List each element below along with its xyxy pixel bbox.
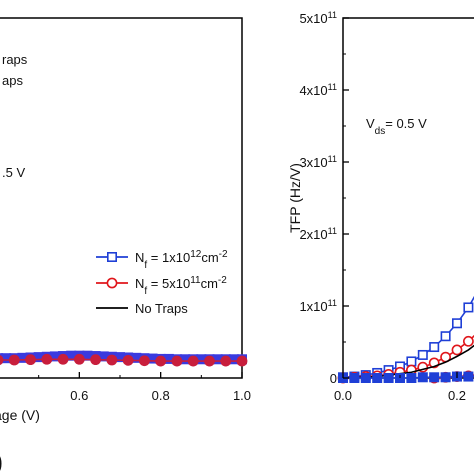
right-series-4-point-8: [429, 372, 440, 383]
left-legend-fragment-1: raps: [2, 52, 28, 67]
left-legend-fragment-2: aps: [2, 73, 23, 88]
right-y-tick-label-1: 1x1011: [299, 298, 337, 314]
right-series-1-point-10: [451, 344, 463, 356]
legend-label-0: Nf = 1x1012cm-2: [135, 249, 228, 271]
left-series-1-point-8: [122, 354, 134, 366]
right-series-0-point-6: [406, 356, 417, 367]
left-x-axis-label: age (V): [0, 407, 40, 423]
left-series-group: [0, 350, 248, 367]
right-series-0-point-9: [440, 331, 451, 342]
right-series-4-point-2: [360, 372, 371, 383]
right-y-tick-label-2: 2x1011: [299, 226, 337, 242]
right-series-0-point-7: [417, 349, 428, 360]
left-series-1-point-14: [220, 355, 232, 367]
left-series-1-point-10: [155, 355, 167, 367]
left-series-1-point-11: [171, 355, 183, 367]
right-panel: 0 1x1011 2x1011 3x1011 4x1011 5x1011 0.0 0.2 T…: [287, 10, 474, 403]
right-series-4-point-4: [383, 372, 394, 383]
legend-label-2: No Traps: [135, 301, 188, 316]
panel-letter: ): [0, 447, 3, 474]
right-vds-annotation: Vds= 0.5 V: [366, 116, 427, 137]
right-series-4-point-11: [463, 371, 474, 382]
right-y-ticks: 0 1x1011 2x1011 3x1011 4x1011 5x1011: [299, 10, 349, 386]
left-annotation-fragment: .5 V: [2, 165, 25, 180]
right-series-4-point-1: [349, 372, 360, 383]
right-x-tick-label-1: 0.2: [448, 388, 466, 403]
right-series-line-0: [342, 295, 474, 379]
left-x-ticks: 0.6 0.8 1.0: [38, 372, 251, 403]
right-y-tick-label-3: 3x1011: [299, 154, 337, 170]
left-legend: Nf = 1x1012cm-2 Nf = 5x1011cm-2 No Traps: [96, 249, 228, 316]
left-series-1-point-15: [236, 355, 248, 367]
right-series-0-point-10: [451, 318, 462, 329]
left-series-line-1: [0, 358, 242, 362]
left-x-tick-label-0: 0.6: [70, 388, 88, 403]
left-series-1-point-2: [25, 354, 36, 366]
left-x-tick-label-1: 0.8: [152, 388, 170, 403]
right-series-0-point-8: [429, 342, 440, 353]
left-series-1-point-1: [8, 354, 20, 366]
left-series-1-point-9: [138, 355, 150, 367]
right-series-4-point-6: [406, 372, 417, 383]
right-y-axis-label: TFP (Hz/V): [287, 163, 303, 233]
left-series-1-point-13: [204, 355, 215, 367]
left-series-1-point-0: [0, 354, 4, 366]
right-x-ticks: 0.0 0.2: [334, 372, 466, 403]
left-plot-frame: [0, 17, 243, 379]
left-x-tick-label-2: 1.0: [233, 388, 251, 403]
left-series-1-point-3: [41, 353, 53, 365]
right-series-4-point-9: [440, 372, 451, 383]
right-series-4-point-7: [417, 372, 428, 383]
right-y-tick-label-4: 4x1011: [299, 82, 337, 98]
left-series-1-point-6: [90, 354, 101, 366]
right-series-4-point-3: [372, 372, 383, 383]
left-series-1-point-4: [57, 353, 69, 365]
right-y-tick-label-0: 0: [330, 371, 337, 386]
right-series-group: [337, 295, 474, 384]
left-series-1-point-12: [187, 355, 199, 367]
right-series-1-point-11: [462, 335, 474, 347]
right-x-tick-label-0: 0.0: [334, 388, 352, 403]
left-panel: 0.6 0.8 1.0 raps aps .5 V Nf = 1x1012cm-2N…: [0, 17, 251, 474]
right-series-0-point-11: [463, 302, 474, 313]
legend-marker-0: [107, 252, 118, 263]
legend-label-1: Nf = 5x1011cm-2: [135, 275, 227, 297]
right-y-tick-label-5: 5x1011: [299, 10, 337, 26]
legend-marker-1: [106, 277, 118, 289]
left-series-1-point-7: [106, 354, 118, 366]
left-series-1-point-5: [73, 353, 85, 365]
